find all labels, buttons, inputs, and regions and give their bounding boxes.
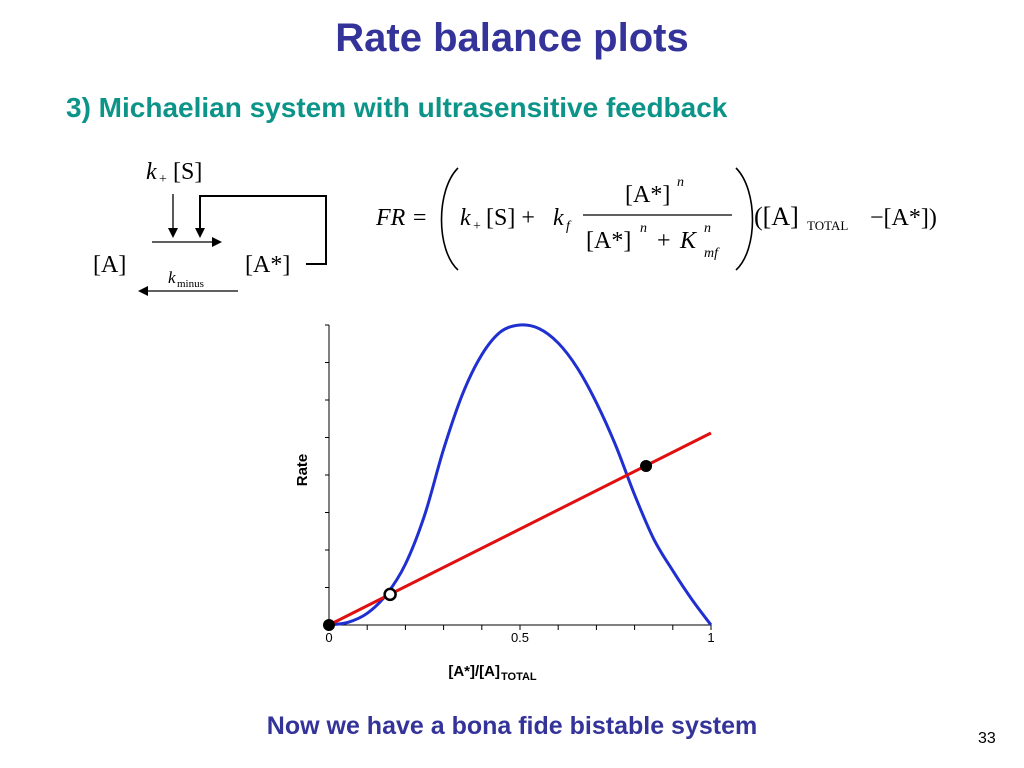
numerator-exponent: n <box>677 175 684 190</box>
species-astar-label: [A*] <box>245 252 290 278</box>
slide-caption: Now we have a bona fide bistable system <box>266 712 758 740</box>
feedback-arrow <box>199 195 327 265</box>
equation-lhs: FR = <box>375 205 428 231</box>
term1-k: k <box>460 205 471 231</box>
denominator-astar: [A*] <box>586 228 631 254</box>
total-term-rest: −[A*]) <box>870 205 937 231</box>
input-arrowhead <box>168 228 178 238</box>
slide-title: Rate balance plots <box>335 16 689 60</box>
x-axis-label: [A*]/[A] <box>448 663 500 680</box>
term2-k: k <box>553 205 564 231</box>
unstable-fixed-point-1 <box>383 587 397 602</box>
k-minus-subscript: minus <box>177 278 204 290</box>
term1-subscript: + <box>473 219 481 234</box>
reverse-reaction-arrowhead <box>138 286 148 296</box>
denominator-exponent: n <box>640 221 647 236</box>
substrate-label: [S] <box>173 159 202 185</box>
stable-fixed-point-0 <box>323 619 335 631</box>
total-subscript: TOTAL <box>807 218 848 233</box>
k-plus-subscript: + <box>159 172 167 187</box>
x-tick-label-1: 0.5 <box>511 630 529 645</box>
x-tick-label-0: 0 <box>325 630 332 645</box>
feedback-arrowhead <box>195 228 205 238</box>
fraction-numerator: [A*] <box>625 182 670 208</box>
term1-substrate: [S] + <box>486 205 535 231</box>
open-paren-large <box>440 167 459 271</box>
x-axis-label-subscript: TOTAL <box>501 671 537 683</box>
slide-subtitle: 3) Michaelian system with ultrasensitive… <box>66 92 728 123</box>
denominator-k-subscript: mf <box>704 246 720 261</box>
species-a-label: [A] <box>93 252 126 278</box>
denominator-plus: + <box>657 228 671 254</box>
series-line-0 <box>328 323 713 627</box>
denominator-k-exponent: n <box>704 221 711 236</box>
y-axis-label: Rate <box>294 454 311 487</box>
k-plus-symbol: k <box>146 159 157 185</box>
stable-fixed-point-2 <box>640 460 653 472</box>
reaction-scheme: k + [S] [A] [A*] k minus <box>93 159 327 296</box>
page-number: 33 <box>978 730 996 747</box>
total-term-open: ([A] <box>754 202 799 231</box>
term2-subscript: f <box>566 219 572 234</box>
forward-reaction-arrowhead <box>212 237 222 247</box>
rate-equation: FR = k + [S] + k f [A*] n [A*] n + K n m… <box>375 167 937 271</box>
x-tick-label-2: 1 <box>707 630 714 645</box>
close-paren-large <box>735 167 754 271</box>
k-minus-symbol: k <box>168 268 176 287</box>
denominator-k: K <box>679 228 698 254</box>
